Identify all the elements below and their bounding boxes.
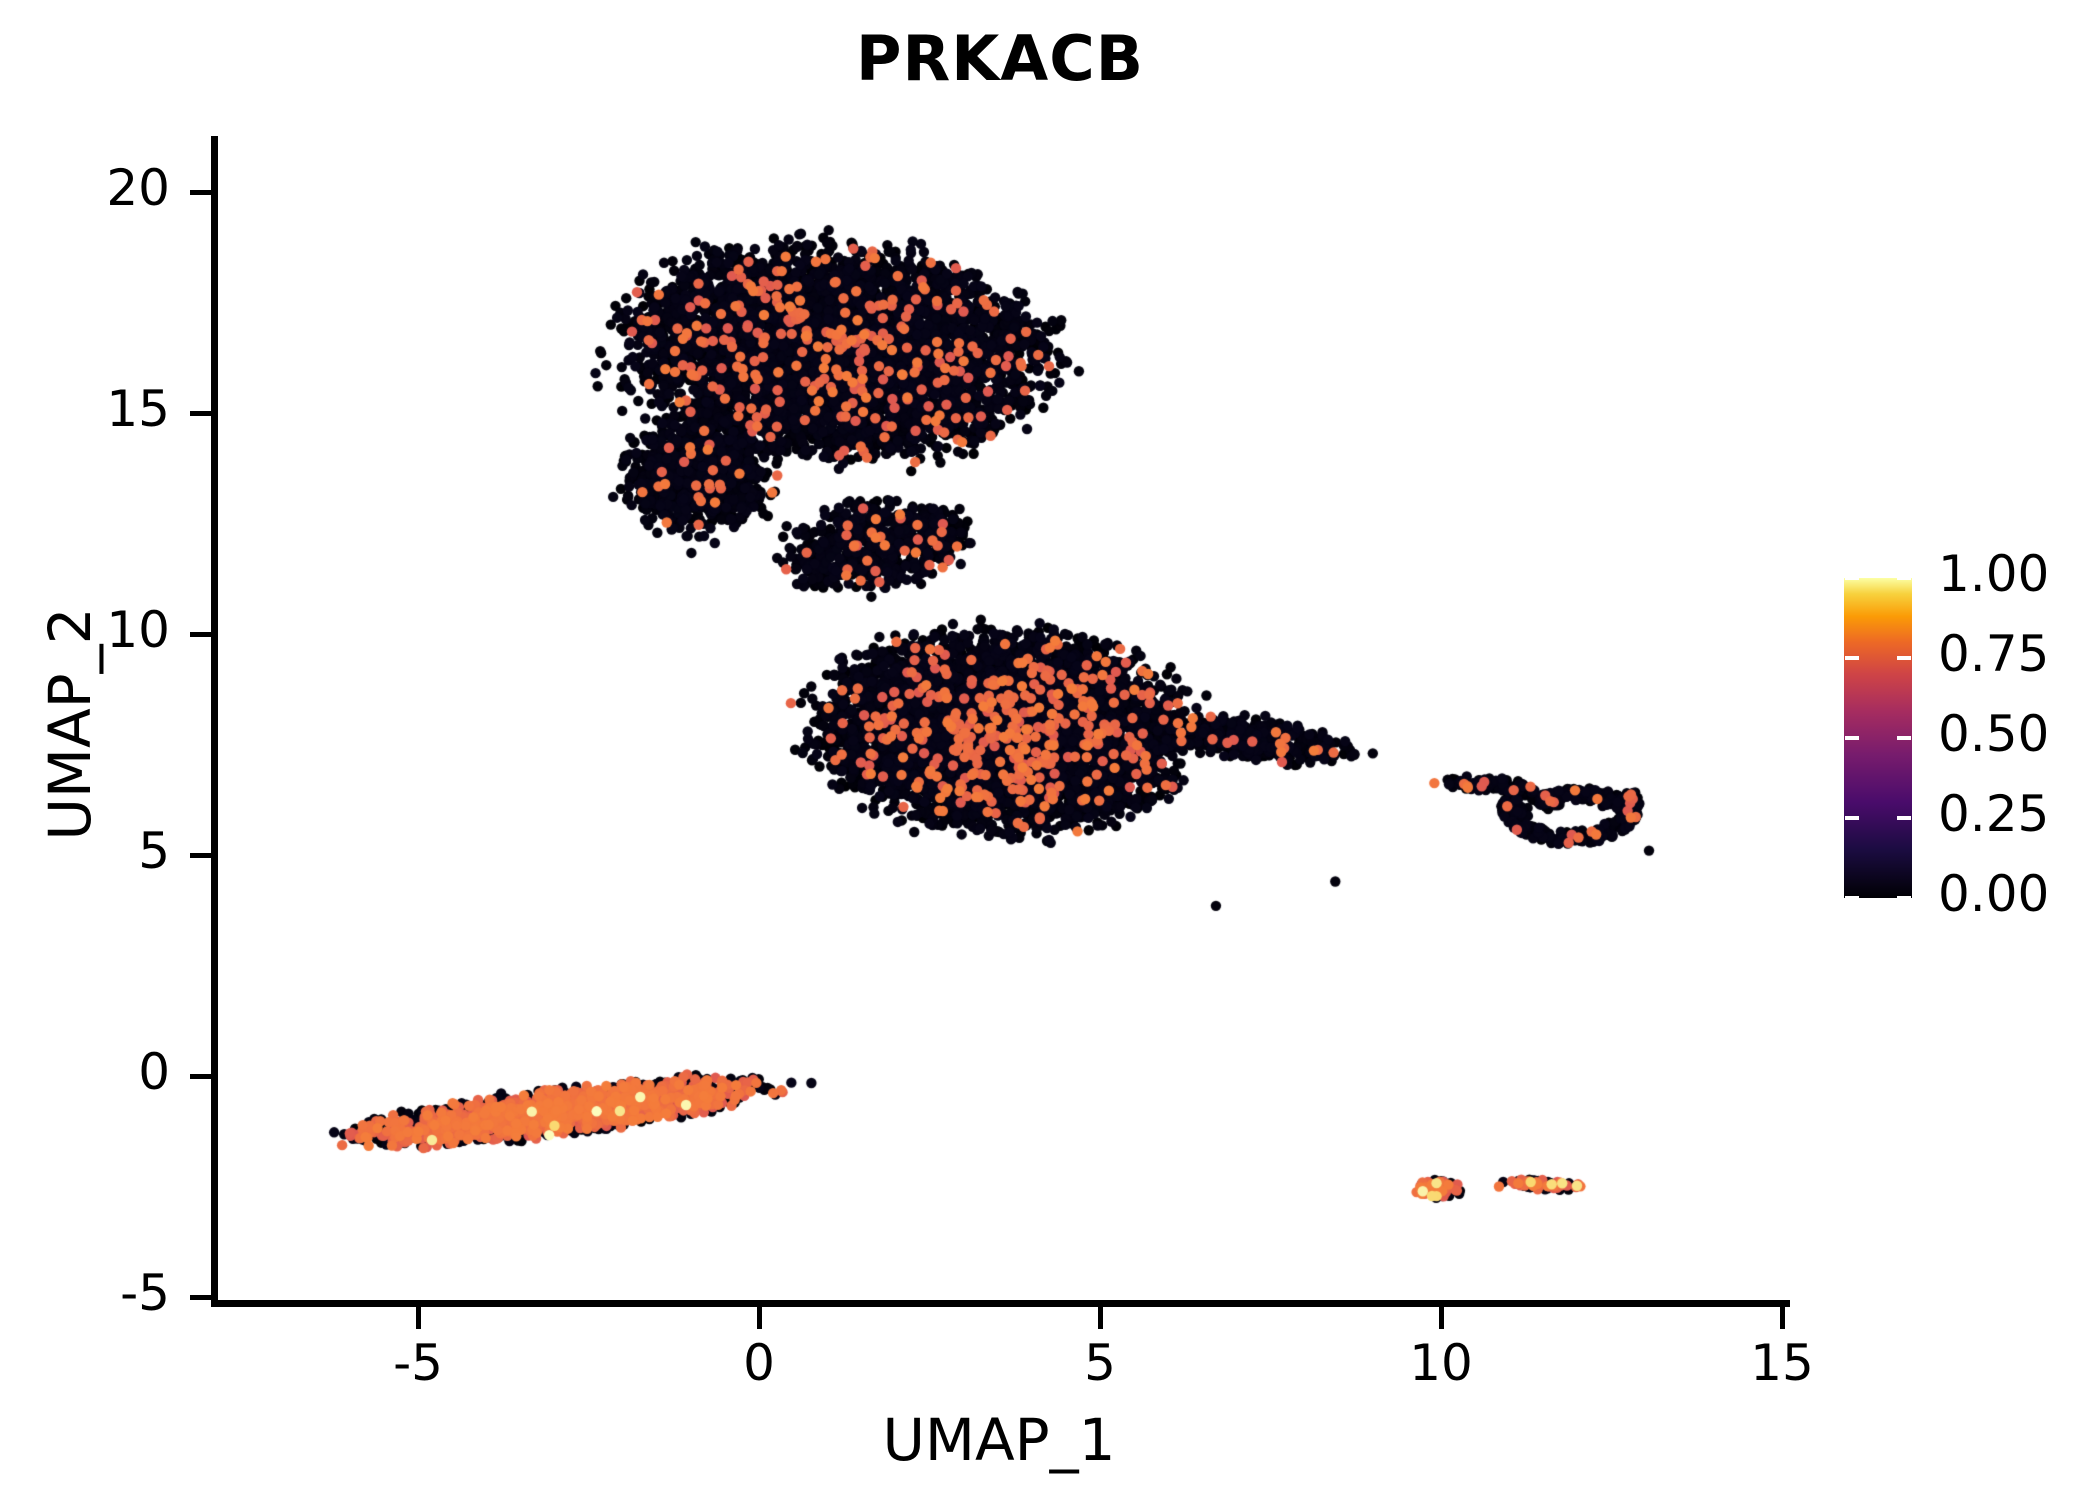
colorbar-tick-mark xyxy=(1897,576,1911,580)
y-tick-mark xyxy=(190,411,212,416)
x-tick-label: 5 xyxy=(1084,1334,1116,1392)
colorbar-tick-mark xyxy=(1845,656,1859,660)
y-tick-mark xyxy=(190,1074,212,1079)
colorbar-tick-mark xyxy=(1897,656,1911,660)
colorbar-tick-mark xyxy=(1897,896,1911,900)
y-axis-label: UMAP_2 xyxy=(36,607,104,841)
x-tick-mark xyxy=(757,1307,762,1329)
x-tick-label: 0 xyxy=(743,1334,775,1392)
colorbar-tick-label: 0.75 xyxy=(1938,625,2050,683)
colorbar-tick-label: 0.50 xyxy=(1938,705,2050,763)
x-axis-label: UMAP_1 xyxy=(882,1406,1116,1474)
colorbar-tick-label: 1.00 xyxy=(1938,545,2050,603)
x-tick-mark xyxy=(1780,1307,1785,1329)
colorbar-tick-mark xyxy=(1897,816,1911,820)
colorbar-tick-mark xyxy=(1845,896,1859,900)
x-axis-spine xyxy=(211,1300,1790,1307)
y-tick-mark xyxy=(190,1295,212,1300)
y-tick-mark xyxy=(190,190,212,195)
y-tick-label: 5 xyxy=(138,822,170,880)
y-tick-label: 20 xyxy=(106,159,170,217)
colorbar-tick-mark xyxy=(1845,576,1859,580)
colorbar-tick-mark xyxy=(1845,816,1859,820)
x-tick-mark xyxy=(1439,1307,1444,1329)
colorbar-tick-mark xyxy=(1845,736,1859,740)
x-tick-mark xyxy=(1098,1307,1103,1329)
y-tick-label: 0 xyxy=(138,1043,170,1101)
x-tick-mark xyxy=(416,1307,421,1329)
y-tick-label: 15 xyxy=(106,380,170,438)
colorbar-tick-label: 0.00 xyxy=(1938,865,2050,923)
x-tick-label: 10 xyxy=(1409,1334,1473,1392)
y-tick-label: 10 xyxy=(106,601,170,659)
x-tick-label: -5 xyxy=(393,1334,443,1392)
y-axis-spine xyxy=(211,136,218,1307)
colorbar-tick-label: 0.25 xyxy=(1938,785,2050,843)
y-tick-label: -5 xyxy=(120,1264,170,1322)
y-tick-mark xyxy=(190,632,212,637)
x-tick-label: 15 xyxy=(1750,1334,1814,1392)
colorbar-tick-mark xyxy=(1897,736,1911,740)
y-tick-mark xyxy=(190,853,212,858)
